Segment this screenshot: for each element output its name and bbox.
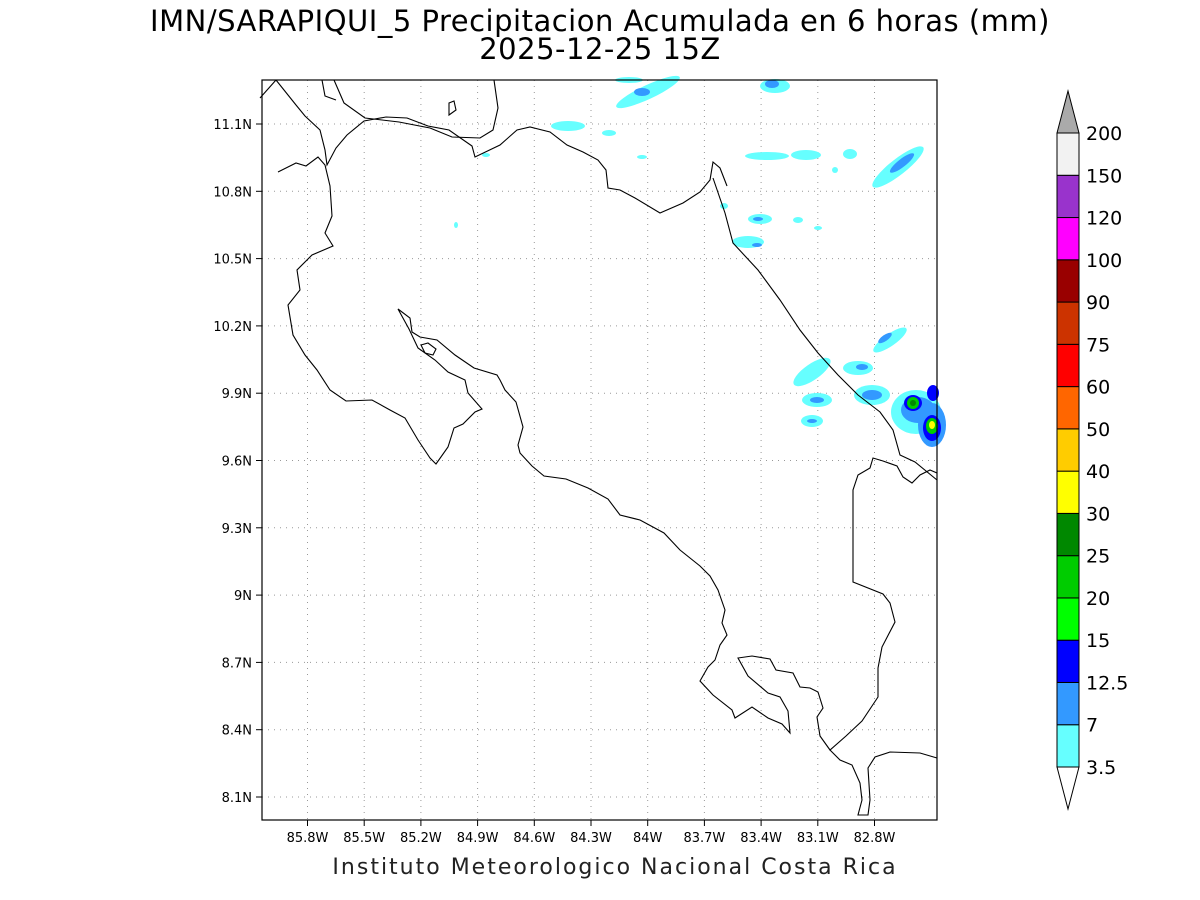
- tick-label-lon: 84.9W: [457, 831, 499, 846]
- tick-label-lon: 84W: [633, 831, 663, 846]
- legend-swatch: [1056, 428, 1080, 472]
- tick-label-lat: 10.2N: [213, 320, 252, 335]
- legend-under-arrow: [1056, 766, 1080, 811]
- tick-label-lat: 9.9N: [222, 387, 252, 402]
- legend-label: 15: [1086, 630, 1110, 652]
- tick-label-lon: 82.8W: [854, 831, 896, 846]
- nicaragua-border: [275, 79, 728, 214]
- precip-area: [856, 364, 868, 370]
- legend-label: 20: [1086, 588, 1110, 610]
- precip-area: [745, 152, 789, 160]
- precip-area: [753, 217, 763, 221]
- legend-swatch: [1056, 597, 1080, 641]
- precip-area: [602, 130, 616, 136]
- precip-area: [551, 121, 585, 131]
- south-coast: [829, 749, 938, 816]
- legend-swatch: [1056, 174, 1080, 219]
- coastlines: [259, 79, 938, 816]
- north-coast-top: [259, 79, 337, 101]
- legend-swatch: [1056, 217, 1080, 261]
- gulf-island: [420, 342, 437, 356]
- tick-label-lat: 11.1N: [213, 118, 252, 133]
- tick-label-lon: 85.5W: [343, 831, 385, 846]
- tick-label-lon: 83.1W: [797, 831, 839, 846]
- tick-label-lon: 84.6W: [513, 831, 555, 846]
- legend-swatch: [1056, 681, 1080, 726]
- legend-swatch: [1056, 343, 1080, 388]
- precip-area: [637, 155, 647, 159]
- lake-island: [448, 100, 457, 117]
- legend-swatch: [1056, 512, 1080, 557]
- legend-label: 50: [1086, 419, 1110, 441]
- lake-shore: [333, 79, 499, 139]
- graticule: [262, 80, 937, 820]
- legend-label: 12.5: [1086, 672, 1128, 694]
- legend-label: 75: [1086, 334, 1110, 356]
- tick-label-lon: 83.4W: [740, 831, 782, 846]
- legend-label: 40: [1086, 461, 1110, 483]
- tick-label-lat: 10.8N: [213, 185, 252, 200]
- legend-label: 25: [1086, 546, 1110, 568]
- legend-label: 60: [1086, 377, 1110, 399]
- precip-area: [752, 243, 762, 247]
- precip-area: [832, 167, 838, 173]
- precip-area: [810, 397, 824, 403]
- tick-label-lat: 8.7N: [222, 656, 252, 671]
- tick-label-lon: 85.2W: [400, 831, 442, 846]
- tick-label-lat: 9.6N: [222, 455, 252, 470]
- precip-area: [793, 357, 831, 387]
- footer-credit: Instituto Meteorologico Nacional Costa R…: [332, 855, 898, 880]
- precip-area: [634, 88, 650, 96]
- precip-area: [814, 226, 822, 230]
- tick-label-lat: 10.5N: [213, 253, 252, 268]
- precip-area: [765, 80, 779, 88]
- precip-area: [889, 153, 915, 173]
- legend-swatch: [1056, 259, 1080, 303]
- tick-label-lat: 8.4N: [222, 724, 252, 739]
- legend-label: 100: [1086, 250, 1122, 272]
- legend-label: 30: [1086, 503, 1110, 525]
- precip-area: [791, 150, 821, 160]
- legend-over-arrow: [1056, 89, 1080, 134]
- precip-area: [862, 390, 882, 400]
- legend-label: 90: [1086, 292, 1110, 314]
- precip-area: [927, 385, 939, 401]
- caribbean-coast: [712, 177, 938, 481]
- legend-swatch: [1056, 132, 1080, 176]
- map-frame: [261, 79, 938, 821]
- legend-swatch: [1056, 470, 1080, 514]
- precip-area: [793, 217, 803, 223]
- nicoya-pacific-coast: [277, 156, 938, 751]
- legend-label: 200: [1086, 123, 1122, 145]
- precip-area: [910, 400, 916, 406]
- tick-label-lon: 85.8W: [287, 831, 329, 846]
- legend-label: 7: [1086, 715, 1098, 737]
- precip-area: [720, 203, 728, 209]
- precip-area: [929, 421, 935, 429]
- color-legend: 3.5 7 12.5 15 20 25 30 40 50 60 75 90 100 120 150 200: [1056, 89, 1128, 811]
- legend-swatch: [1056, 639, 1080, 683]
- tick-label-lon: 83.7W: [683, 831, 725, 846]
- legend-label: 3.5: [1086, 757, 1116, 779]
- precip-area: [807, 419, 817, 423]
- precip-area: [454, 222, 458, 228]
- legend-swatch: [1056, 724, 1080, 768]
- precip-area: [878, 332, 892, 344]
- tick-label-lat: 9.3N: [222, 522, 252, 537]
- tick-label-lon: 84.3W: [570, 831, 612, 846]
- precip-area: [873, 327, 907, 353]
- tick-label-lat: 9N: [234, 589, 252, 604]
- legend-swatch: [1056, 555, 1080, 599]
- legend-label: 150: [1086, 165, 1122, 187]
- legend-label: 120: [1086, 208, 1122, 230]
- chart-title: IMN/SARAPIQUI_5 Precipitacion Acumulada …: [150, 4, 1050, 38]
- precip-area: [843, 149, 857, 159]
- precip-area: [482, 153, 490, 157]
- chart-subtitle: 2025-12-25 15Z: [479, 32, 721, 66]
- legend-swatch: [1056, 301, 1080, 345]
- map-axes: 85.8W 85.5W 85.2W 84.9W 84.6W 84.3W 84W 83.7W 83…: [213, 118, 895, 846]
- legend-swatch: [1056, 386, 1080, 430]
- tick-label-lat: 8.1N: [222, 791, 252, 806]
